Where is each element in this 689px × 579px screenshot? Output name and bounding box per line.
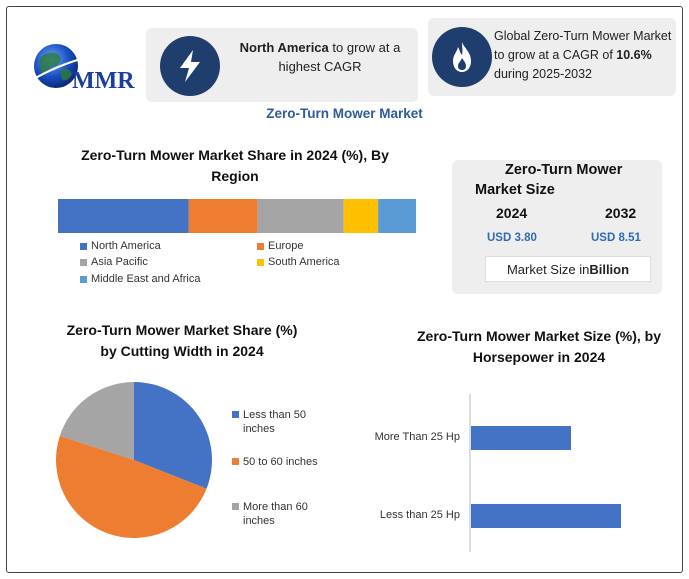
cutting-width-pie — [55, 382, 212, 539]
cutting-width-chart-title: Zero-Turn Mower Market Share (%) by Cutt… — [66, 322, 298, 359]
legend-label: Less than 50 inches — [243, 409, 306, 435]
pie-slice-50-to-60-inches — [55, 435, 207, 539]
legend-swatch — [257, 242, 264, 250]
main-title: Zero-Turn Mower Market — [266, 106, 423, 121]
legend-label: Europe — [268, 240, 304, 252]
market-size-unit: Market Size in Billion — [485, 256, 651, 282]
svg-text:MMR: MMR — [72, 68, 135, 94]
year-2032: 2032 — [605, 205, 637, 221]
mmr-logo: MMR — [26, 36, 136, 100]
legend-swatch — [232, 411, 239, 418]
region-legend-item-asia-pacific: Asia Pacific — [80, 256, 148, 268]
fire-icon — [432, 27, 492, 87]
pie-legend-item-less-than-50-inches: Less than 50 inches — [232, 408, 322, 436]
horsepower-bar-more-than-25-hp — [471, 426, 571, 450]
region-legend-item-middle-east-and-africa: Middle East and Africa — [80, 273, 200, 285]
legend-swatch — [80, 258, 87, 266]
legend-label: Middle East and Africa — [91, 273, 201, 285]
horsepower-bar-chart — [469, 394, 621, 552]
horsepower-label-more-than-25-hp: More Than 25 Hp — [374, 431, 460, 443]
region-chart-title: Zero-Turn Mower Market Share in 2024 (%)… — [81, 147, 389, 184]
market-size-panel: Zero-Turn Mower Market Size 2024 2032 US… — [452, 160, 662, 294]
pie-slice-less-than-50-inches — [134, 382, 212, 489]
region-legend-item-north-america: North America — [80, 240, 161, 252]
region-bar-segment-middle-east-and-africa — [378, 199, 416, 233]
highlight-north-america: North America to grow at a highest CAGR — [146, 28, 418, 102]
region-bar-segment-south-america — [343, 199, 379, 233]
horsepower-chart-title: Zero-Turn Mower Market Size (%), by Hors… — [417, 328, 661, 365]
region-legend-item-europe: Europe — [257, 240, 303, 252]
market-size-title-line2: Market Size — [475, 182, 555, 198]
legend-swatch — [232, 458, 239, 465]
pie-slice-more-than-60-inches — [59, 382, 134, 460]
value-2032: USD 8.51 — [591, 232, 641, 244]
value-2024: USD 3.80 — [487, 232, 537, 244]
year-2024: 2024 — [496, 205, 528, 221]
lightning-icon — [160, 36, 220, 96]
region-bar-segment-europe — [188, 199, 258, 233]
legend-swatch — [80, 242, 87, 250]
pie-legend-item-more-than-60-inches: More than 60 inches — [232, 500, 322, 528]
legend-label: More than 60 inches — [243, 501, 308, 527]
legend-label: 50 to 60 inches — [243, 456, 318, 468]
highlight-cagr-text: Global Zero-Turn Mower Market to grow at… — [494, 29, 672, 81]
horsepower-label-less-than-25-hp: Less than 25 Hp — [379, 509, 460, 521]
region-stacked-bar — [58, 199, 416, 233]
highlight-north-america-text: North America to grow at a highest CAGR — [239, 40, 401, 74]
region-bar-segment-north-america — [58, 199, 189, 233]
horsepower-bar-less-than-25-hp — [471, 504, 621, 528]
legend-label: North America — [91, 240, 161, 252]
legend-label: Asia Pacific — [91, 256, 148, 268]
pie-legend-item-50-to-60-inches: 50 to 60 inches — [232, 455, 322, 469]
market-size-title-line1: Zero-Turn Mower — [505, 162, 623, 178]
legend-swatch — [232, 503, 239, 510]
legend-label: South America — [268, 256, 340, 268]
region-bar-segment-asia-pacific — [257, 199, 344, 233]
globe-logo-icon: MMR — [31, 44, 135, 94]
legend-swatch — [80, 275, 87, 283]
legend-swatch — [257, 258, 264, 266]
region-legend-item-south-america: South America — [257, 256, 340, 268]
highlight-cagr: Global Zero-Turn Mower Market to grow at… — [428, 18, 676, 96]
